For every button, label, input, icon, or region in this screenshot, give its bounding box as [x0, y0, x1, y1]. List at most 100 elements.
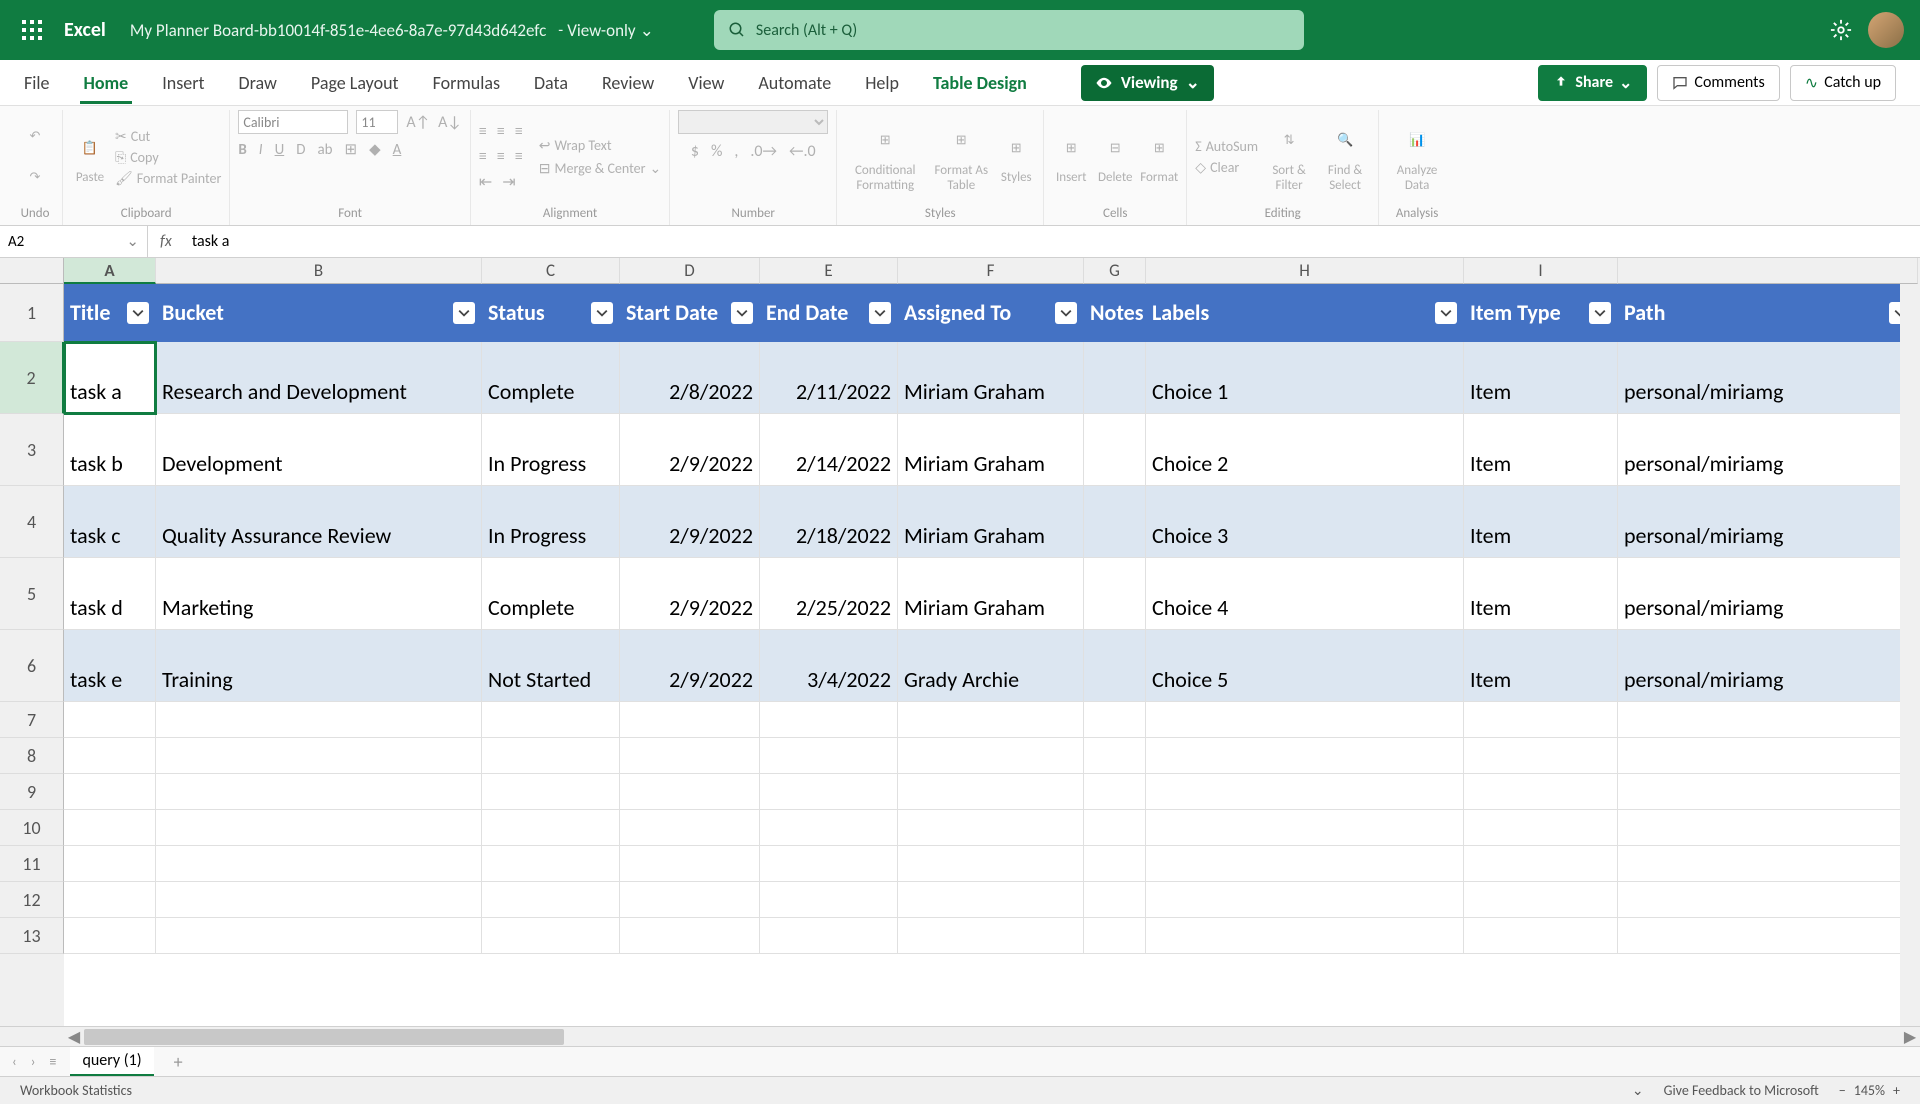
insert-cells-button[interactable]: ⊞Insert — [1052, 129, 1090, 185]
col-header-I[interactable]: I — [1464, 258, 1618, 284]
tab-home[interactable]: Home — [84, 62, 129, 104]
currency-icon[interactable]: $ — [691, 142, 699, 161]
row-header-8[interactable]: 8 — [0, 738, 64, 774]
cell-item-type[interactable]: Item — [1464, 342, 1618, 414]
hscroll-thumb[interactable] — [84, 1029, 564, 1045]
search-box[interactable] — [714, 10, 1304, 50]
zoom-out-button[interactable]: − — [1839, 1082, 1846, 1099]
tab-data[interactable]: Data — [534, 62, 568, 104]
cut-button[interactable]: ✂Cut — [115, 128, 221, 145]
cell-end-date[interactable]: 2/18/2022 — [760, 486, 898, 558]
paste-button[interactable]: 📋 Paste — [71, 129, 109, 185]
zoom-level[interactable]: 145% — [1854, 1082, 1885, 1099]
empty-cell[interactable] — [1618, 918, 1918, 954]
empty-cell[interactable] — [1618, 882, 1918, 918]
row-header-2[interactable]: 2 — [0, 342, 64, 414]
empty-cell[interactable] — [898, 918, 1084, 954]
scroll-left-icon[interactable]: ◀ — [64, 1027, 84, 1047]
empty-cell[interactable] — [760, 810, 898, 846]
tab-formulas[interactable]: Formulas — [433, 62, 500, 104]
align-middle-icon[interactable]: ≡ — [497, 122, 505, 141]
table-header-cell[interactable]: Item Type — [1464, 284, 1618, 342]
empty-cell[interactable] — [64, 774, 156, 810]
empty-cell[interactable] — [1464, 918, 1618, 954]
empty-cell[interactable] — [760, 882, 898, 918]
cell-labels[interactable]: Choice 3 — [1146, 486, 1464, 558]
empty-cell[interactable] — [482, 846, 620, 882]
comma-icon[interactable]: , — [734, 142, 738, 161]
font-color-button[interactable]: A — [393, 141, 402, 159]
row-header-9[interactable]: 9 — [0, 774, 64, 810]
document-title[interactable]: My Planner Board-bb10014f-851e-4ee6-8a7e… — [130, 20, 546, 41]
col-header-D[interactable]: D — [620, 258, 760, 284]
col-header-A[interactable]: A — [64, 258, 156, 284]
filter-dropdown-icon[interactable] — [1589, 302, 1611, 324]
search-input[interactable] — [756, 21, 1290, 40]
font-size-input[interactable] — [356, 110, 398, 134]
select-all-corner[interactable] — [0, 258, 64, 284]
cell-title[interactable]: task a — [64, 342, 156, 414]
decrease-decimal-icon[interactable]: ←.0 — [789, 142, 816, 161]
row-header-3[interactable]: 3 — [0, 414, 64, 486]
empty-cell[interactable] — [760, 846, 898, 882]
cell-labels[interactable]: Choice 4 — [1146, 558, 1464, 630]
filter-dropdown-icon[interactable] — [869, 302, 891, 324]
find-select-button[interactable]: 🔍Find & Select — [1320, 122, 1370, 193]
cell-bucket[interactable]: Research and Development — [156, 342, 482, 414]
cell-labels[interactable]: Choice 2 — [1146, 414, 1464, 486]
col-header-H[interactable]: H — [1146, 258, 1464, 284]
empty-cell[interactable] — [898, 774, 1084, 810]
underline-button[interactable]: U — [275, 141, 285, 159]
share-button[interactable]: Share ⌄ — [1538, 65, 1647, 101]
increase-indent-icon[interactable]: ⇥ — [502, 172, 515, 192]
empty-cell[interactable] — [156, 882, 482, 918]
table-header-cell[interactable]: End Date — [760, 284, 898, 342]
font-name-input[interactable] — [238, 110, 348, 134]
cell-title[interactable]: task c — [64, 486, 156, 558]
empty-cell[interactable] — [64, 882, 156, 918]
redo-icon[interactable]: ↷ — [16, 159, 54, 197]
table-header-cell[interactable]: Assigned To — [898, 284, 1084, 342]
undo-icon[interactable]: ↶ — [16, 118, 54, 156]
filter-dropdown-icon[interactable] — [127, 302, 149, 324]
viewing-mode-button[interactable]: Viewing ⌄ — [1081, 65, 1214, 101]
cell-status[interactable]: In Progress — [482, 414, 620, 486]
empty-cell[interactable] — [620, 810, 760, 846]
hscroll-track[interactable] — [84, 1029, 1900, 1045]
delete-cells-button[interactable]: ⊟Delete — [1096, 129, 1134, 185]
all-sheets-icon[interactable]: ≡ — [50, 1053, 57, 1070]
empty-cell[interactable] — [620, 882, 760, 918]
cell-bucket[interactable]: Training — [156, 630, 482, 702]
cell-assigned-to[interactable]: Miriam Graham — [898, 342, 1084, 414]
border-button[interactable]: ⊞ — [345, 140, 358, 159]
analyze-data-button[interactable]: 📊Analyze Data — [1387, 122, 1447, 193]
empty-cell[interactable] — [1084, 846, 1146, 882]
align-left-icon[interactable]: ≡ — [479, 147, 487, 166]
add-sheet-button[interactable]: + — [168, 1051, 189, 1073]
col-header-C[interactable]: C — [482, 258, 620, 284]
empty-cell[interactable] — [898, 882, 1084, 918]
scroll-right-icon[interactable]: ▶ — [1900, 1027, 1920, 1047]
app-launcher-icon[interactable] — [16, 14, 48, 46]
align-bottom-icon[interactable]: ≡ — [515, 122, 523, 141]
empty-cell[interactable] — [64, 738, 156, 774]
cell-status[interactable]: Complete — [482, 558, 620, 630]
format-cells-button[interactable]: ⊞Format — [1140, 129, 1178, 185]
cell-status[interactable]: Complete — [482, 342, 620, 414]
percent-icon[interactable]: % — [711, 142, 722, 161]
cell-assigned-to[interactable]: Miriam Graham — [898, 414, 1084, 486]
row-header-10[interactable]: 10 — [0, 810, 64, 846]
empty-cell[interactable] — [1084, 774, 1146, 810]
cell-end-date[interactable]: 2/14/2022 — [760, 414, 898, 486]
increase-font-icon[interactable]: A↑ — [406, 113, 430, 132]
table-header-cell[interactable]: Labels — [1146, 284, 1464, 342]
bold-button[interactable]: B — [238, 141, 246, 159]
catchup-button[interactable]: ∿ Catch up — [1790, 65, 1896, 101]
empty-cell[interactable] — [64, 918, 156, 954]
empty-cell[interactable] — [760, 774, 898, 810]
copy-button[interactable]: ⎘Copy — [115, 149, 221, 166]
empty-cell[interactable] — [1618, 846, 1918, 882]
empty-cell[interactable] — [482, 882, 620, 918]
cell-title[interactable]: task b — [64, 414, 156, 486]
table-header-cell[interactable]: Status — [482, 284, 620, 342]
